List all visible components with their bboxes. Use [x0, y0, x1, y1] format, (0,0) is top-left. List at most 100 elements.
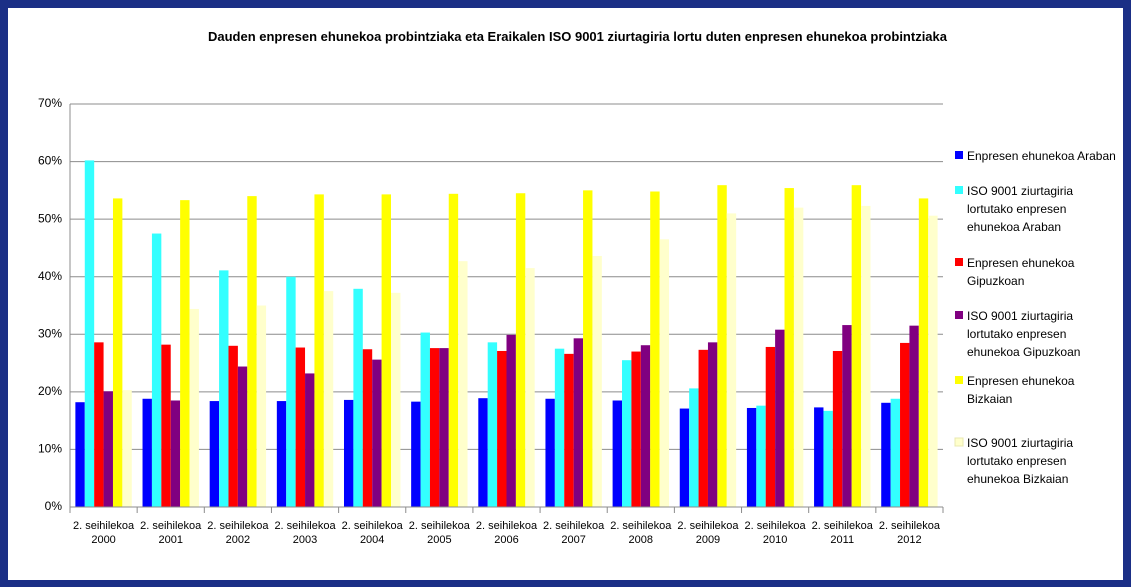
bar: [372, 359, 382, 507]
bar: [622, 360, 632, 507]
bar: [784, 188, 794, 507]
x-tick-label: 2. seihilekoa 2003: [274, 520, 336, 546]
bar: [659, 239, 670, 508]
bar: [112, 198, 123, 507]
bar: [286, 276, 296, 507]
bar: [439, 348, 449, 507]
chart-title: Dauden enpresen ehunekoa probintziaka et…: [207, 29, 948, 44]
bar: [545, 398, 555, 507]
x-tick-label: 2. seihilekoa 2007: [543, 520, 605, 546]
bar: [525, 268, 535, 507]
bar: [353, 288, 363, 507]
bar: [573, 338, 584, 507]
bar: [583, 190, 593, 507]
bar: [707, 342, 718, 507]
bar: [497, 350, 507, 507]
x-tick-label: 2. seihilekoa 2005: [408, 520, 470, 546]
bar: [717, 185, 727, 507]
bar: [793, 207, 804, 507]
bar: [94, 342, 104, 507]
x-tick-label: 2. seihilekoa 2000: [72, 520, 135, 546]
x-tick-label: 2. seihilekoa 2006: [475, 520, 538, 546]
bar: [900, 342, 910, 507]
bar: [612, 400, 623, 507]
y-tick-label: 50%: [38, 211, 62, 225]
legend-swatch: [954, 437, 964, 447]
bar: [631, 351, 641, 507]
legend-swatch: [955, 186, 963, 194]
bar: [276, 401, 287, 507]
y-tick-label: 30%: [38, 326, 62, 340]
bar: [362, 349, 373, 507]
bar: [180, 200, 190, 507]
bar: [189, 308, 199, 507]
legend-swatch: [955, 376, 963, 384]
bar: [122, 390, 132, 507]
legend-label: ISO 9001 ziurtagiria lortutako enpresen …: [967, 184, 1074, 234]
y-tick-label: 70%: [38, 96, 62, 110]
legend-label: ISO 9001 ziurtagiria lortutako enpresen …: [967, 436, 1074, 486]
bar: [420, 332, 430, 507]
bar: [448, 193, 459, 507]
x-tick-label: 2. seihilekoa 2008: [610, 520, 672, 546]
bar: [458, 261, 468, 507]
y-tick-label: 40%: [38, 269, 62, 283]
bar: [650, 191, 660, 507]
bar: [832, 350, 843, 507]
bar: [247, 196, 257, 507]
bar: [554, 348, 565, 507]
bar: [765, 346, 776, 507]
bar: [679, 408, 690, 507]
x-tick-label: 2. seihilekoa 2010: [744, 520, 806, 546]
bar: [305, 373, 315, 507]
bar: [756, 405, 766, 507]
bar: [881, 402, 891, 507]
bar: [151, 233, 162, 508]
bar: [256, 305, 267, 507]
bar: [237, 366, 248, 507]
legend-label: Enpresen ehunekoa Bizkaian: [967, 374, 1075, 406]
bar: [515, 193, 526, 507]
bar: [314, 194, 324, 507]
bar: [323, 291, 334, 507]
bar: [487, 342, 498, 507]
x-tick-label: 2. seihilekoa 2009: [677, 520, 739, 546]
x-tick-label: 2. seihilekoa 2001: [140, 520, 202, 546]
bar: [909, 325, 919, 507]
bar: [478, 398, 488, 507]
bar: [381, 194, 391, 507]
bar: [842, 325, 852, 507]
x-tick-label: 2. seihilekoa 2004: [341, 520, 403, 546]
bar: [698, 349, 708, 507]
bar: [851, 185, 862, 507]
bar: [775, 329, 785, 507]
bar: [640, 345, 651, 507]
x-tick-label: 2. seihilekoa 2002: [207, 520, 269, 546]
bar: [170, 400, 181, 507]
bar: [746, 407, 757, 507]
bar: [411, 401, 421, 507]
bar: [823, 410, 833, 507]
legend-label: ISO 9001 ziurtagiria lortutako enpresen …: [967, 309, 1081, 359]
x-tick-label: 2. seihilekoa 2011: [811, 520, 873, 546]
bar: [506, 334, 516, 507]
bar: [228, 345, 238, 507]
y-tick-label: 20%: [38, 384, 62, 398]
bar: [161, 344, 171, 507]
bar: [103, 391, 113, 507]
bar: [592, 255, 602, 507]
y-tick-label: 10%: [38, 442, 62, 456]
legend-swatch: [955, 151, 963, 159]
legend-swatch: [955, 258, 963, 266]
bar: [142, 398, 152, 507]
legend-label: Enpresen ehunekoa Gipuzkoan: [967, 256, 1075, 288]
bar: [209, 401, 220, 507]
y-tick-label: 60%: [38, 154, 62, 168]
x-tick-label: 2. seihilekoa 2012: [878, 520, 940, 546]
bar: [219, 270, 229, 507]
bar: [429, 348, 440, 507]
bar: [861, 205, 871, 507]
bar: [689, 388, 699, 507]
bar: [343, 399, 354, 507]
